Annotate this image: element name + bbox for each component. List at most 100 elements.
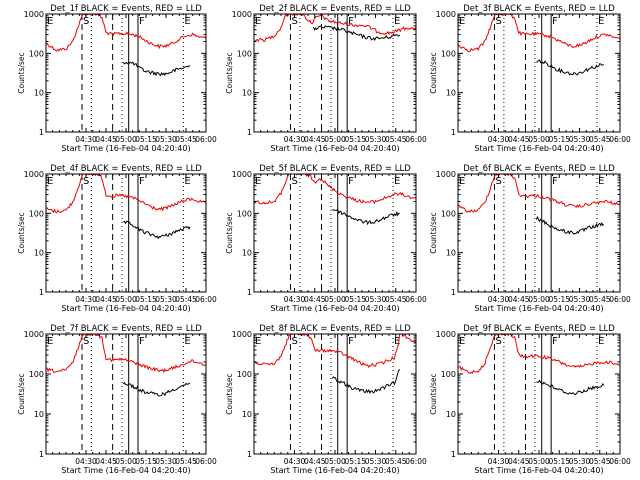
x-tick-label: 05:15 — [548, 457, 570, 466]
marker-label: S — [495, 336, 501, 347]
y-tick-label: 100 — [29, 49, 44, 58]
y-axis-label: Counts/sec — [17, 212, 26, 253]
x-tick-label: 04:45 — [508, 295, 530, 304]
x-tick-label: 04:30 — [75, 135, 97, 144]
x-tick-label: 05:15 — [135, 135, 157, 144]
y-axis-label: Counts/sec — [429, 373, 438, 414]
y-tick-label: 1 — [247, 450, 252, 459]
x-tick-label: 05:00 — [528, 135, 550, 144]
x-tick-label: 05:00 — [115, 457, 137, 466]
x-tick-label: 04:45 — [304, 135, 326, 144]
marker-label: E — [459, 176, 465, 187]
y-tick-label: 100 — [237, 370, 252, 379]
x-tick-label: 05:30 — [365, 135, 387, 144]
lld-series-line — [458, 14, 620, 53]
x-tick-label: 05:00 — [528, 295, 550, 304]
y-tick-label: 10 — [446, 249, 456, 258]
marker-label: E — [255, 16, 261, 27]
panel-title: Det_4f BLACK = Events, RED = LLD — [50, 164, 202, 174]
y-axis-label: Counts/sec — [225, 52, 234, 93]
x-tick-label: 04:30 — [75, 295, 97, 304]
lld-series-line — [458, 334, 620, 374]
x-tick-label: 05:00 — [115, 295, 137, 304]
marker-label: F — [348, 176, 354, 187]
marker-label: F — [139, 16, 145, 27]
marker-label: E — [47, 16, 53, 27]
x-tick-label: 05:45 — [175, 135, 197, 144]
marker-label: E — [394, 16, 400, 27]
y-tick-label: 100 — [237, 209, 252, 218]
events-series-line — [331, 369, 401, 395]
x-tick-label: 04:45 — [304, 295, 326, 304]
x-tick-label: 05:30 — [155, 457, 177, 466]
y-tick-label: 100 — [29, 209, 44, 218]
x-tick-label: 04:45 — [508, 135, 530, 144]
plot-frame — [45, 333, 207, 455]
lld-series-line — [254, 14, 416, 43]
marker-label: F — [552, 16, 558, 27]
x-tick-label: 04:30 — [284, 295, 306, 304]
x-tick-label: 05:30 — [569, 135, 591, 144]
y-axis-label: Counts/sec — [17, 52, 26, 93]
y-tick-label: 100 — [29, 370, 44, 379]
y-tick-label: 1000 — [436, 330, 456, 339]
marker-label: E — [598, 16, 604, 27]
events-series-line — [123, 220, 191, 240]
lld-series-line — [46, 14, 206, 52]
x-tick-label: 05:45 — [175, 295, 197, 304]
y-tick-label: 1 — [247, 128, 252, 137]
lld-series-line — [46, 174, 206, 214]
marker-label: S — [495, 16, 501, 27]
x-tick-label: 05:15 — [135, 295, 157, 304]
y-tick-label: 10 — [34, 410, 44, 419]
x-tick-label: 05:45 — [589, 295, 611, 304]
events-series-line — [536, 379, 605, 396]
x-tick-label: 05:15 — [135, 457, 157, 466]
y-tick-label: 1 — [39, 450, 44, 459]
x-tick-label: 04:30 — [284, 457, 306, 466]
y-tick-label: 10 — [242, 410, 252, 419]
marker-label: S — [291, 176, 297, 187]
marker-label: E — [459, 336, 465, 347]
lld-series-line — [458, 174, 620, 213]
y-tick-label: 10 — [242, 89, 252, 98]
events-series-line — [332, 208, 400, 226]
lld-series-line — [254, 174, 416, 205]
x-tick-label: 05:15 — [344, 457, 366, 466]
marker-label: E — [184, 336, 190, 347]
y-tick-label: 1000 — [232, 10, 252, 19]
x-tick-label: 06:00 — [405, 135, 427, 144]
panel-5: Det_5f BLACK = Events, RED = LLD E S F E 1 10 1… — [225, 164, 427, 313]
x-tick-label: 05:00 — [528, 457, 550, 466]
y-tick-label: 1000 — [436, 10, 456, 19]
marker-label: E — [598, 176, 604, 187]
x-tick-label: 04:30 — [488, 457, 510, 466]
plot-frame — [457, 333, 621, 455]
y-axis-label: Counts/sec — [225, 212, 234, 253]
y-tick-label: 10 — [34, 89, 44, 98]
x-tick-label: 06:00 — [609, 295, 631, 304]
marker-label: E — [47, 176, 53, 187]
marker-label: E — [394, 336, 400, 347]
x-axis-label: Start Time (16-Feb-04 04:20:40) — [61, 144, 190, 153]
x-tick-label: 04:30 — [488, 135, 510, 144]
x-tick-label: 05:15 — [548, 295, 570, 304]
marker-label: E — [47, 336, 53, 347]
x-tick-label: 04:30 — [75, 457, 97, 466]
x-tick-label: 04:45 — [508, 457, 530, 466]
x-tick-label: 05:00 — [324, 457, 346, 466]
panel-title: Det_6f BLACK = Events, RED = LLD — [463, 164, 615, 174]
panel-3: Det_3f BLACK = Events, RED = LLD E S F E 1 10 1… — [429, 4, 631, 153]
y-tick-label: 100 — [441, 209, 456, 218]
x-tick-label: 06:00 — [405, 457, 427, 466]
x-axis-label: Start Time (16-Feb-04 04:20:40) — [270, 304, 399, 313]
x-tick-label: 05:30 — [569, 457, 591, 466]
x-axis-label: Start Time (16-Feb-04 04:20:40) — [474, 144, 603, 153]
y-tick-label: 1000 — [436, 170, 456, 179]
y-tick-label: 1 — [247, 288, 252, 297]
panel-title: Det_7f BLACK = Events, RED = LLD — [50, 324, 202, 334]
y-tick-label: 10 — [446, 89, 456, 98]
x-tick-label: 06:00 — [609, 135, 631, 144]
x-tick-label: 05:30 — [365, 295, 387, 304]
